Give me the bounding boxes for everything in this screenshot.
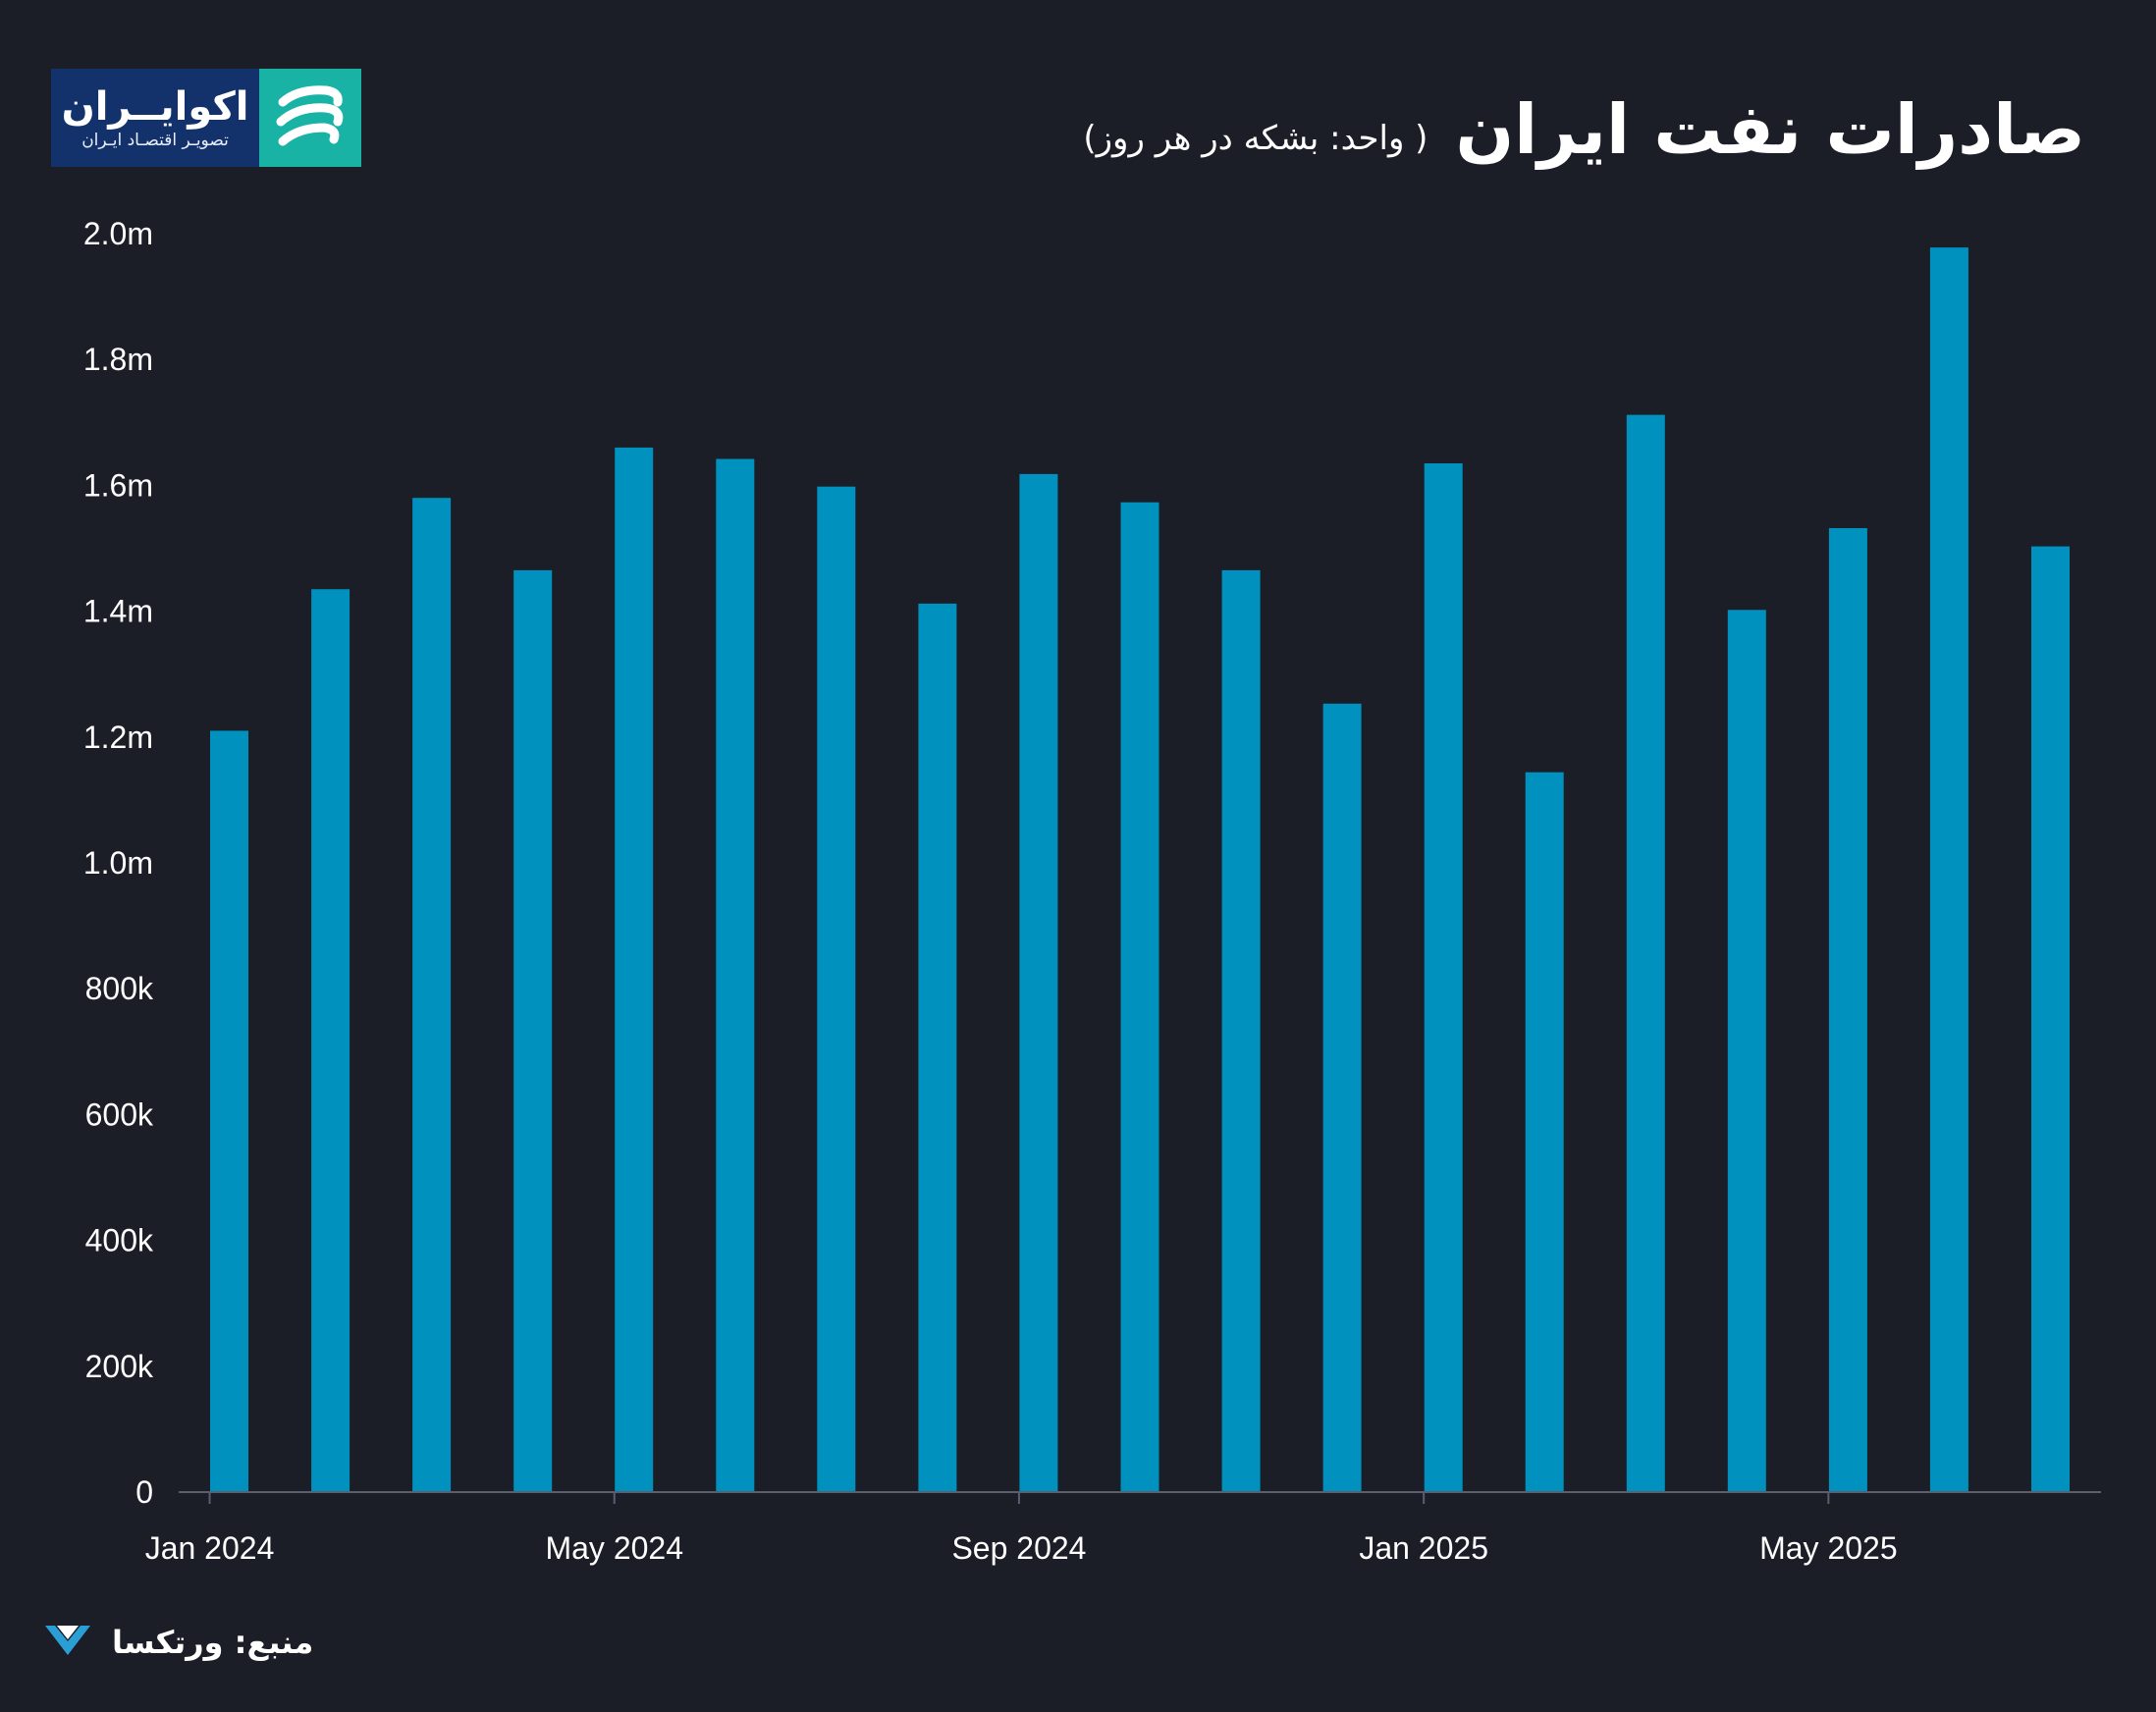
bar-apr-2024	[513, 569, 553, 1492]
bar-may-2024	[615, 447, 654, 1492]
x-axis-ticks: Jan 2024 May 2024 Sep 2024 Jan 2025 May 2025	[145, 1492, 1898, 1566]
source-label: منبع: ورتکسا	[112, 1624, 314, 1661]
chart-title: صادرات نفت ایران	[1455, 89, 2085, 170]
y-tick-label: 600k	[85, 1097, 154, 1132]
y-tick-label: 1.6m	[83, 467, 153, 503]
y-tick-label: 1.4m	[83, 594, 153, 629]
x-tick-label: Jan 2024	[145, 1530, 275, 1566]
bar-mar-2025	[1626, 414, 1665, 1493]
bar-jan-2025	[1424, 463, 1463, 1492]
bar-feb-2024	[311, 589, 350, 1492]
x-tick-label: May 2024	[545, 1530, 683, 1566]
y-tick-label: 2.0m	[83, 216, 153, 251]
y-tick-label: 200k	[85, 1349, 154, 1384]
x-tick-label: Sep 2024	[951, 1530, 1086, 1566]
y-tick-label: 1.8m	[83, 342, 153, 377]
y-tick-label: 400k	[85, 1223, 154, 1258]
y-tick-label: 1.2m	[83, 720, 153, 755]
bar-jul-2024	[817, 486, 856, 1493]
bar-jan-2024	[210, 730, 248, 1492]
source-attribution: منبع: ورتکسا	[43, 1622, 313, 1663]
bar-apr-2025	[1727, 610, 1766, 1492]
bar-sep-2024	[1019, 473, 1058, 1492]
vortexa-logo-icon	[43, 1622, 92, 1663]
bar-oct-2024	[1120, 502, 1159, 1492]
ecoiran-logo: اکوایــران تصویـر اقتصـاد ایـران	[51, 69, 361, 167]
logo-text-block: اکوایــران تصویـر اقتصـاد ایـران	[51, 69, 259, 167]
y-tick-label: 0	[135, 1474, 153, 1510]
bars-group	[210, 247, 2070, 1493]
logo-name: اکوایــران	[61, 84, 249, 130]
x-tick-label: May 2025	[1759, 1530, 1898, 1566]
bar-dec-2024	[1322, 703, 1362, 1492]
bar-mar-2024	[412, 498, 452, 1492]
chart-subtitle: ( واحد: بشکه در هر روز)	[1083, 119, 1428, 158]
y-tick-label: 800k	[85, 971, 154, 1006]
bar-jun-2024	[716, 458, 755, 1492]
bar-jul-2025	[2031, 546, 2070, 1492]
logo-tagline: تصویـر اقتصـاد ایـران	[81, 131, 229, 150]
bar-jun-2025	[1929, 247, 1968, 1493]
title-block: ( واحد: بشکه در هر روز) صادرات نفت ایران	[1083, 90, 2085, 169]
bar-feb-2025	[1525, 772, 1564, 1492]
x-tick-label: Jan 2025	[1359, 1530, 1488, 1566]
bar-may-2025	[1828, 528, 1867, 1492]
y-tick-label: 1.0m	[83, 845, 153, 881]
y-axis-ticks: 0 200k 400k 600k 800k 1.0m 1.2m 1.4m 1.6m 1.8m 2.0…	[83, 216, 154, 1510]
bar-nov-2024	[1221, 569, 1261, 1492]
bar-aug-2024	[918, 603, 957, 1492]
ecoiran-logo-icon	[259, 69, 361, 167]
